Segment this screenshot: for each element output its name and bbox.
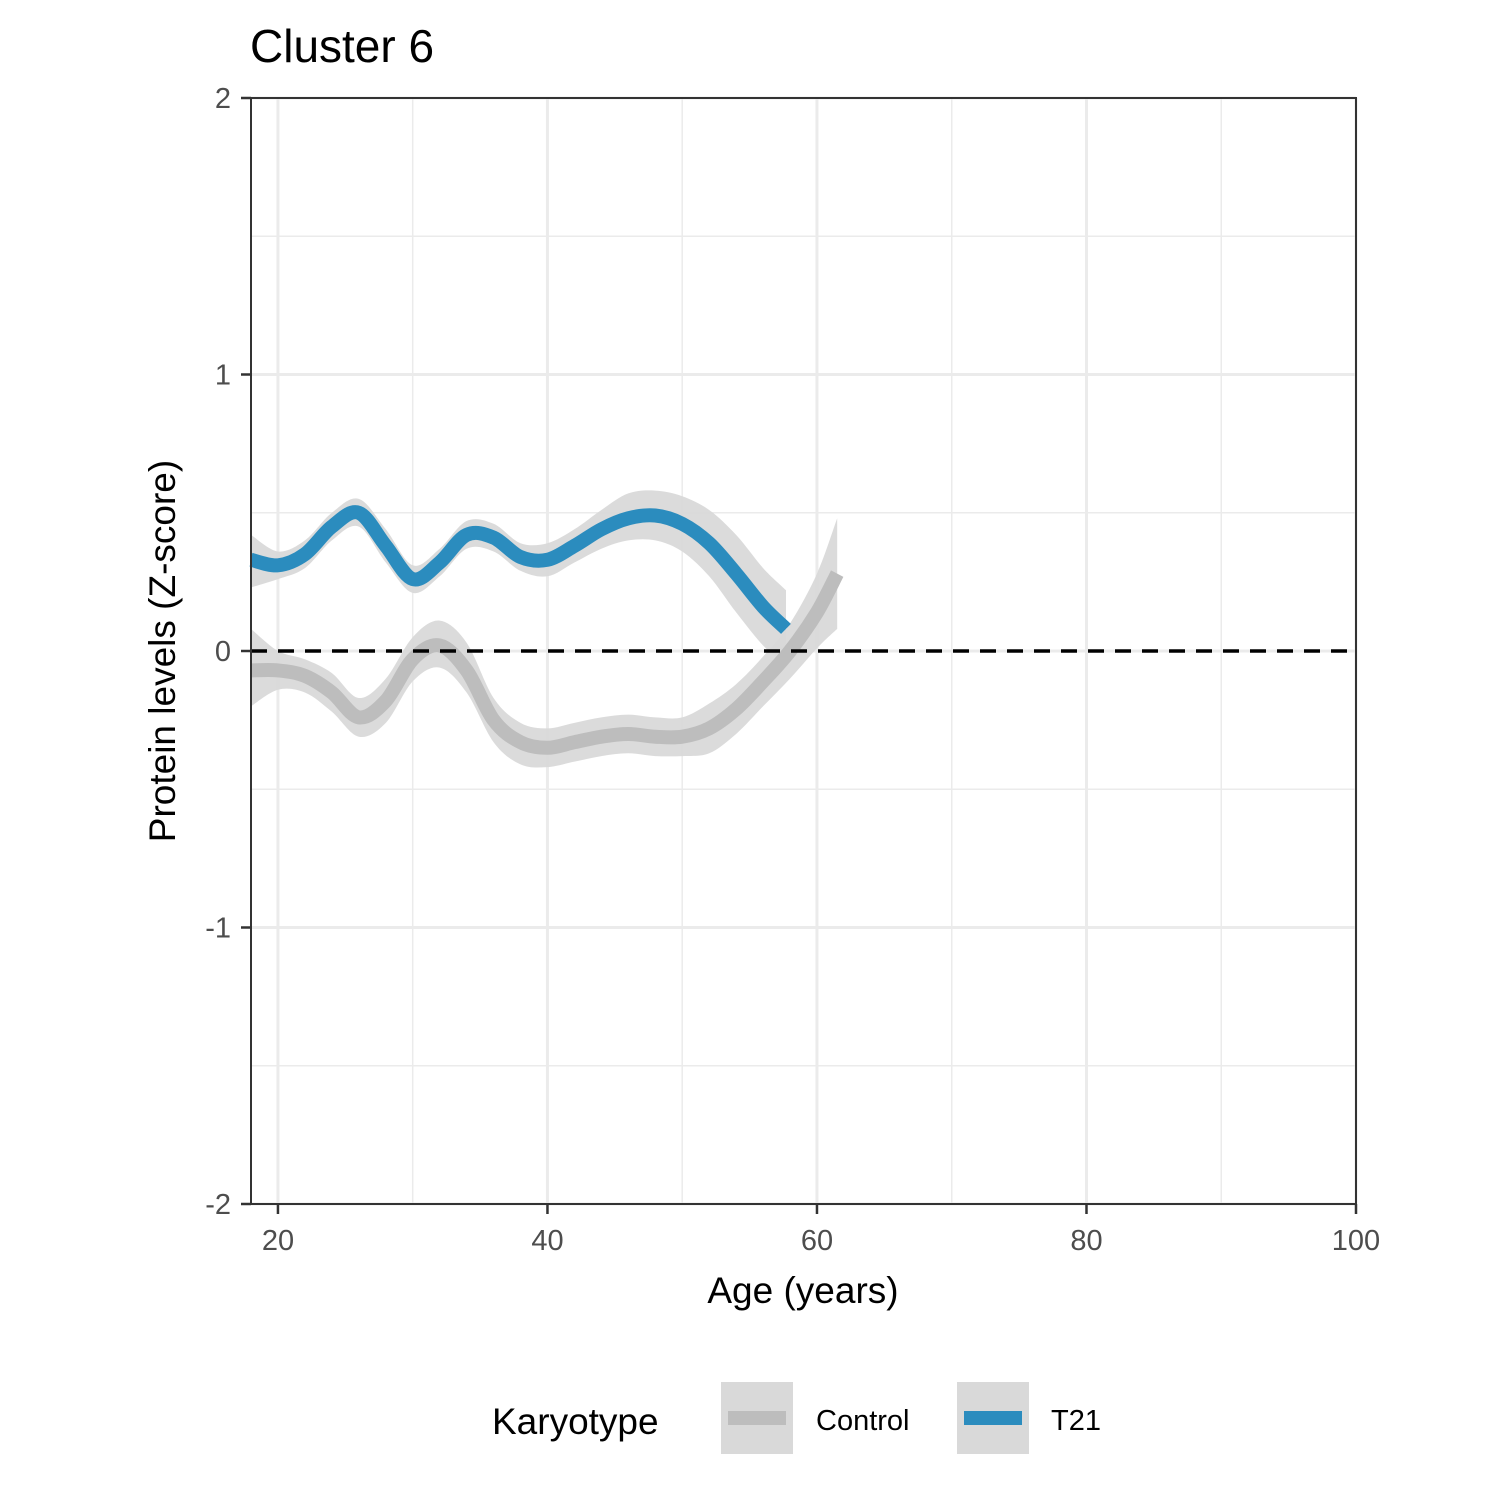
y-tick-label: -1	[205, 913, 231, 945]
line-t21	[249, 505, 791, 634]
chart-title: Cluster 6	[250, 20, 434, 72]
legend-title: Karyotype	[492, 1401, 659, 1442]
y-tick-label: 2	[215, 83, 231, 115]
x-tick-label: 20	[262, 1225, 294, 1257]
legend-label-control: Control	[816, 1405, 910, 1437]
x-axis-title: Age (years)	[707, 1270, 898, 1311]
y-tick-label: 1	[215, 360, 231, 392]
line-control	[250, 570, 844, 755]
y-tick-label: -2	[205, 1189, 231, 1221]
legend: Karyotype Control T21	[492, 1382, 1101, 1454]
legend-label-t21: T21	[1051, 1405, 1101, 1437]
x-tick-label: 100	[1332, 1225, 1380, 1257]
x-tick-label: 40	[531, 1225, 563, 1257]
x-tick-label: 80	[1070, 1225, 1102, 1257]
y-axis-title: Protein levels (Z-score)	[142, 460, 183, 842]
y-axis-ticks: -2 -1 0 1 2	[205, 83, 251, 1221]
x-tick-label: 60	[801, 1225, 833, 1257]
series-lines	[249, 505, 844, 755]
y-tick-label: 0	[215, 636, 231, 668]
x-axis-ticks: 20 40 60 80 100	[262, 1204, 1380, 1257]
